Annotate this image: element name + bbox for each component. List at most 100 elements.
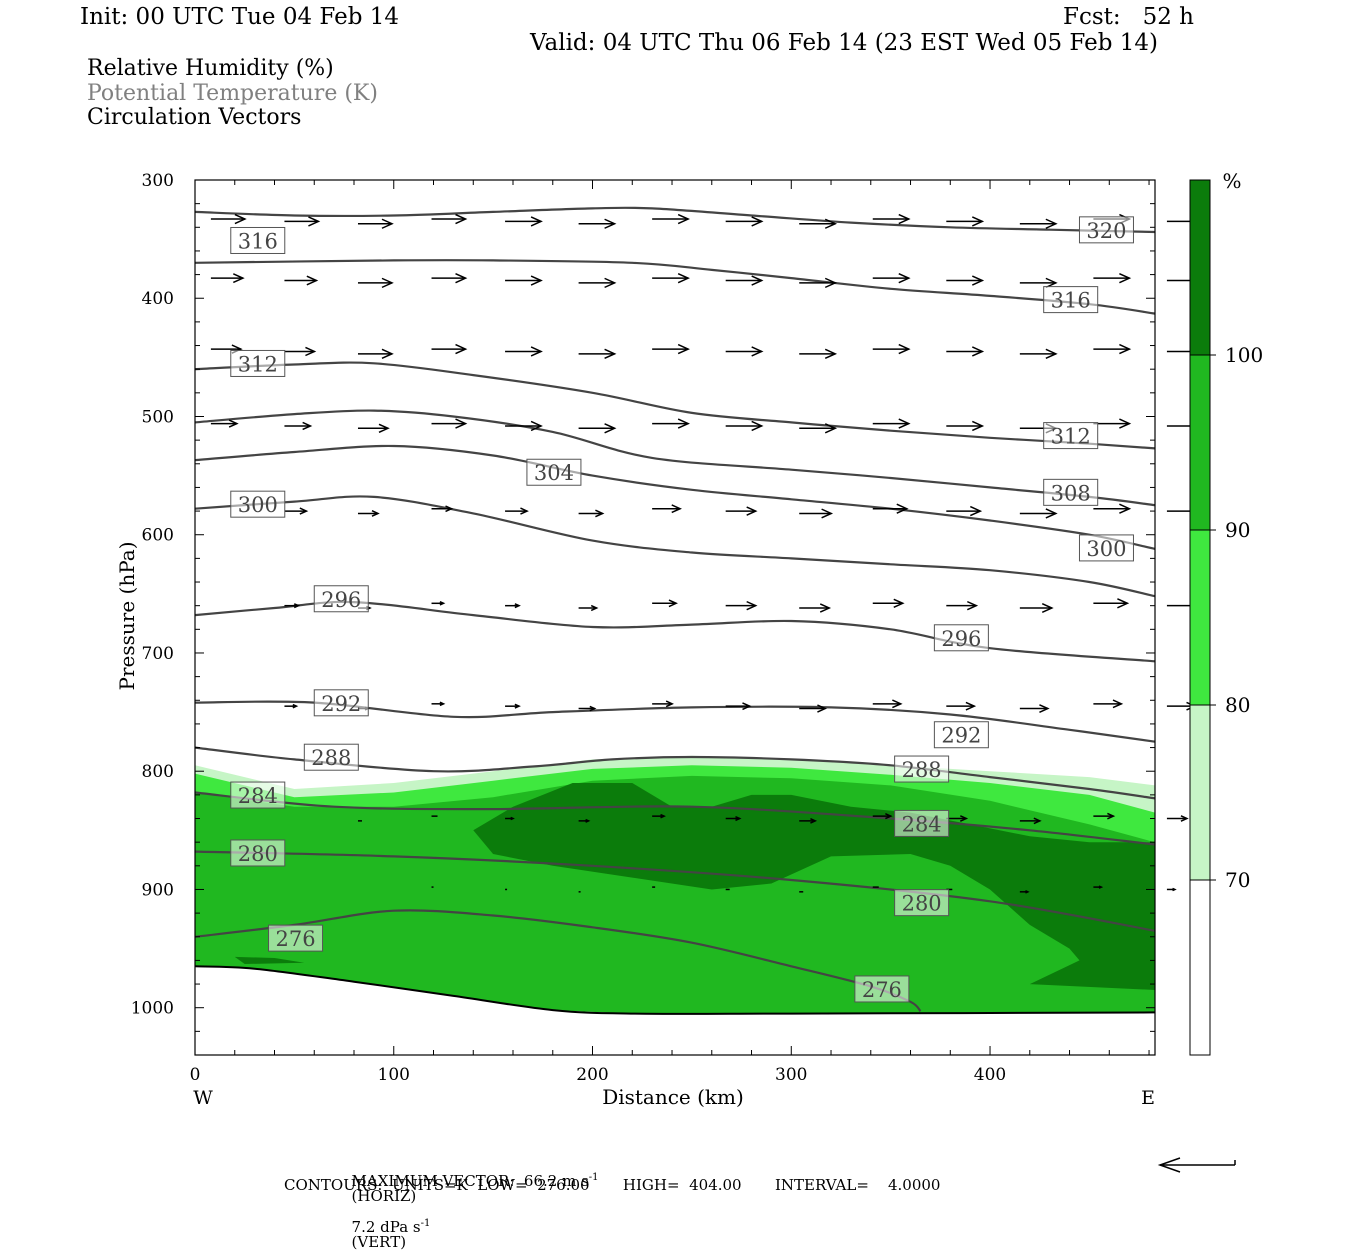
vector-arrow-4-10 xyxy=(946,505,983,517)
vector-arrow-0-5 xyxy=(578,218,617,229)
contour-label-296_right: 296 xyxy=(941,627,981,651)
contour-label-320: 320 xyxy=(1086,219,1126,243)
contour-label-280: 280 xyxy=(238,842,278,866)
vector-arrow-4-11 xyxy=(1019,508,1058,519)
theta-contour-312 xyxy=(194,361,1156,450)
rh-100-area-1 xyxy=(234,956,305,964)
valid-time: Valid: 04 UTC Thu 06 Feb 14 (23 EST Wed … xyxy=(530,30,1159,56)
contour-label-296: 296 xyxy=(321,588,361,612)
vector-arrow-5-3 xyxy=(431,601,446,606)
vector-arrow-6-8 xyxy=(799,704,828,713)
colorbar-swatch-0 xyxy=(1190,180,1210,355)
colorbar-label-70: 70 xyxy=(1225,868,1250,892)
contour-label-284_right: 284 xyxy=(902,812,942,836)
contour-label-320-box xyxy=(1078,216,1134,244)
vector-arrow-1-6 xyxy=(652,272,690,284)
contour-label-280_right-box xyxy=(894,889,950,917)
terrain-mask xyxy=(195,966,1155,1055)
vector-arrow-5-10 xyxy=(946,600,979,611)
field-vector-label: Circulation Vectors xyxy=(87,105,302,130)
vector-arrow-7-9 xyxy=(872,813,893,820)
contour-label-280_right: 280 xyxy=(902,892,942,916)
vector-arrow-6-3 xyxy=(431,701,446,707)
vector-arrow-7-7 xyxy=(725,815,742,822)
vector-arrow-0-2 xyxy=(357,218,394,229)
y-tick-label: 300 xyxy=(142,171,174,191)
colorbar-unit: % xyxy=(1222,169,1241,193)
vector-arrow-2-6 xyxy=(652,343,690,355)
vector-arrow-0-0 xyxy=(210,213,247,225)
terrain-layer xyxy=(194,965,1156,1055)
contour-label-308-box xyxy=(1043,478,1099,506)
contour-label-300_right-box xyxy=(1078,534,1134,562)
vector-arrow-4-3 xyxy=(431,505,454,513)
vector-arrow-0-10 xyxy=(946,216,985,227)
contour-label-288_right-box xyxy=(894,755,950,783)
colorbar-swatch-1 xyxy=(1190,355,1210,530)
vector-arrow-1-12 xyxy=(1093,272,1132,284)
contour-label-276-box xyxy=(268,924,324,952)
rh-fill-layer xyxy=(195,755,1155,1014)
vector-arrow-1-0 xyxy=(210,273,245,284)
vector-arrow-1-10 xyxy=(946,275,985,286)
vector-arrow-7-13 xyxy=(1166,815,1189,822)
contour-label-292-box xyxy=(313,689,369,717)
contour-label-layer: 276 280 284 288 292 296 300 304 308 312 316 320 316 3… xyxy=(230,216,1134,1003)
vector-arrow-6-10 xyxy=(946,701,977,711)
vector-arrow-4-4 xyxy=(505,507,529,515)
vector-arrow-2-4 xyxy=(505,346,543,357)
forecast-hour: Fcst: 52 h xyxy=(1063,4,1194,30)
vector-arrow-5-9 xyxy=(872,598,905,609)
field-theta-label: Potential Temperature (K) xyxy=(87,81,378,106)
vector-arrow-8-13 xyxy=(1166,887,1177,892)
vert-unit-exponent: -1 xyxy=(420,1218,431,1229)
vector-arrow-7-8 xyxy=(799,818,818,824)
colorbar-label-90: 90 xyxy=(1225,518,1250,542)
contour-label-284: 284 xyxy=(238,784,278,808)
theta-contour-288 xyxy=(194,746,1156,800)
vector-arrow-4-8 xyxy=(799,508,834,519)
vector-arrow-2-12 xyxy=(1093,343,1132,355)
contour-label-292_right-box xyxy=(933,721,989,749)
vector-arrow-0-8 xyxy=(799,218,838,229)
vector-arrow-7-5 xyxy=(578,818,591,823)
contour-label-312_right: 312 xyxy=(1051,425,1091,449)
contour-label-304: 304 xyxy=(534,461,574,485)
vector-arrow-5-6 xyxy=(652,599,678,608)
vector-arrow-2-10 xyxy=(946,346,985,357)
vector-arrow-4-9 xyxy=(872,503,909,514)
contour-label-304-box xyxy=(526,458,582,486)
contour-label-316_right-box xyxy=(1043,286,1099,314)
contour-label-296-box xyxy=(313,585,369,613)
contour-label-316-box xyxy=(230,226,286,254)
init-time: Init: 00 UTC Tue 04 Feb 14 xyxy=(80,4,400,30)
vector-arrow-5-11 xyxy=(1019,603,1054,614)
vector-arrow-3-12 xyxy=(1093,418,1132,429)
vector-arrow-3-5 xyxy=(578,423,617,434)
contour-label-288: 288 xyxy=(311,746,351,770)
vector-arrow-5-1 xyxy=(284,603,301,609)
contour-label-312_right-box xyxy=(1043,422,1099,450)
vector-arrow-3-3 xyxy=(431,418,468,429)
x-axis-label: Distance (km) xyxy=(602,1085,744,1109)
vector-arrow-5-7 xyxy=(725,600,758,611)
vector-arrow-6-4 xyxy=(505,703,521,709)
vector-arrow-6-1 xyxy=(284,703,299,709)
vector-arrow-4-1 xyxy=(284,507,309,515)
vector-arrow-0-7 xyxy=(725,216,764,227)
vector-arrow-1-9 xyxy=(872,272,911,284)
colorbar-swatch-3 xyxy=(1190,705,1210,880)
x-tick-label: 400 xyxy=(974,1065,1006,1085)
vector-arrow-2-11 xyxy=(1019,348,1058,360)
contour-label-316: 316 xyxy=(238,229,278,253)
colorbar-label-80: 80 xyxy=(1225,693,1250,717)
x-tick-label: 100 xyxy=(378,1065,410,1085)
terrain-line xyxy=(194,965,1156,1015)
max-vector-vert-tag: (VERT) xyxy=(351,1233,407,1251)
colorbar: 100 90 80 70 xyxy=(1189,179,1263,1056)
vector-arrow-3-2 xyxy=(357,423,390,434)
rh-100-area-0 xyxy=(473,783,1155,990)
vector-arrow-3-10 xyxy=(946,420,985,432)
y-tick-label: 400 xyxy=(142,289,174,309)
y-tick-label: 800 xyxy=(142,762,174,782)
